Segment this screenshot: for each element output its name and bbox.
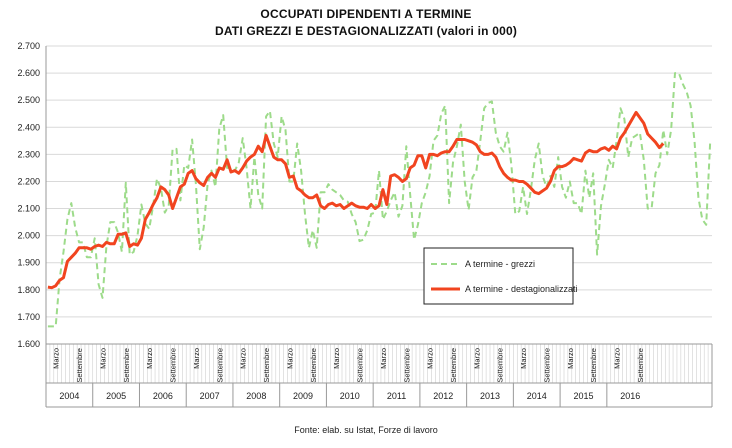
y-tick-label: 2.200 bbox=[17, 176, 40, 186]
month-label: Marzo bbox=[613, 348, 622, 369]
month-label: Marzo bbox=[52, 348, 61, 369]
month-label: Marzo bbox=[239, 348, 248, 369]
month-label: Settembre bbox=[356, 348, 365, 383]
month-label: Settembre bbox=[636, 348, 645, 383]
year-label: 2006 bbox=[153, 391, 173, 401]
month-label: Settembre bbox=[215, 348, 224, 383]
month-label: Marzo bbox=[472, 348, 481, 369]
year-label: 2013 bbox=[480, 391, 500, 401]
y-tick-label: 2.300 bbox=[17, 149, 40, 159]
year-label: 2016 bbox=[620, 391, 640, 401]
year-label: 2011 bbox=[387, 391, 406, 401]
source-note: Fonte: elab. su Istat, Forze di lavoro bbox=[294, 425, 438, 435]
series-line-1 bbox=[47, 72, 712, 328]
legend: A termine - grezzi A termine - destagiona… bbox=[423, 247, 578, 305]
series-line-2 bbox=[47, 110, 665, 290]
year-label: 2014 bbox=[527, 391, 547, 401]
month-label: Marzo bbox=[379, 348, 388, 369]
month-label: Settembre bbox=[262, 348, 271, 383]
y-tick-label: 1.700 bbox=[17, 312, 40, 322]
year-label: 2008 bbox=[246, 391, 266, 401]
month-label: Marzo bbox=[285, 348, 294, 369]
year-label: 2007 bbox=[200, 391, 220, 401]
year-label: 2004 bbox=[59, 391, 79, 401]
month-label: Settembre bbox=[496, 348, 505, 383]
legend-label: A termine - destagionalizzati bbox=[465, 284, 578, 294]
month-label: Marzo bbox=[192, 348, 201, 369]
year-label: 2009 bbox=[293, 391, 313, 401]
legend-box bbox=[423, 247, 574, 305]
month-label: Settembre bbox=[589, 348, 598, 383]
y-tick-label: 2.500 bbox=[17, 95, 40, 105]
month-label: Settembre bbox=[309, 348, 318, 383]
y-tick-label: 1.900 bbox=[17, 258, 40, 268]
month-label: Marzo bbox=[98, 348, 107, 369]
legend-label: A termine - grezzi bbox=[465, 259, 535, 269]
chart-subtitle: DATI GREZZI E DESTAGIONALIZZATI (valori … bbox=[214, 24, 518, 38]
y-tick-label: 2.600 bbox=[17, 68, 40, 78]
y-tick-label: 2.000 bbox=[17, 231, 40, 241]
y-tick-label: 2.700 bbox=[17, 41, 40, 51]
year-label: 2012 bbox=[433, 391, 453, 401]
chart-title: OCCUPATI DIPENDENTI A TERMINE bbox=[260, 7, 472, 21]
month-label: Settembre bbox=[449, 348, 458, 383]
y-tick-label: 2.100 bbox=[17, 204, 40, 214]
y-tick-label: 1.600 bbox=[17, 339, 40, 349]
month-label: Settembre bbox=[542, 348, 551, 383]
year-label: 2015 bbox=[573, 391, 593, 401]
month-label: Settembre bbox=[169, 348, 178, 383]
y-tick-label: 2.400 bbox=[17, 122, 40, 132]
month-label: Marzo bbox=[332, 348, 341, 369]
y-tick-label: 1.800 bbox=[17, 285, 40, 295]
year-label: 2005 bbox=[106, 391, 126, 401]
month-label: Settembre bbox=[402, 348, 411, 383]
month-label: Marzo bbox=[519, 348, 528, 369]
year-label: 2010 bbox=[340, 391, 360, 401]
month-label: Marzo bbox=[145, 348, 154, 369]
month-label: Marzo bbox=[566, 348, 575, 369]
plot-area bbox=[46, 46, 712, 344]
month-label: Settembre bbox=[75, 348, 84, 383]
month-label: Marzo bbox=[426, 348, 435, 369]
month-label: Settembre bbox=[122, 348, 131, 383]
